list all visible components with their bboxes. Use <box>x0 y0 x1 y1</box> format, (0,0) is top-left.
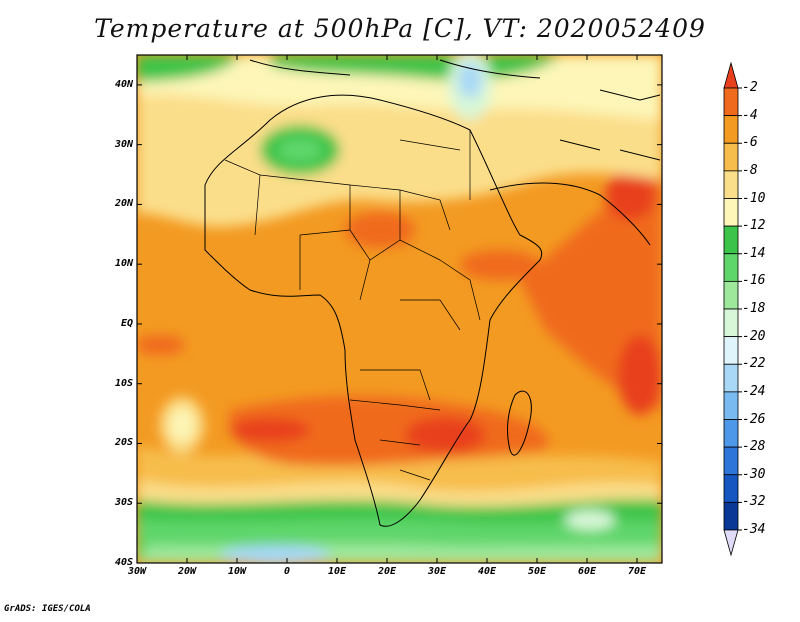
map-frame <box>136 54 663 564</box>
colorbar-box <box>723 170 739 199</box>
country-borders <box>224 130 481 481</box>
colorbar-label: -6 <box>742 135 758 151</box>
colorbar-label: -16 <box>742 273 766 289</box>
colorbar-box <box>723 419 739 448</box>
colorbar-box <box>723 501 739 531</box>
lat-label: 30S <box>114 497 133 509</box>
colorbar-box <box>723 336 739 365</box>
colorbar-label: -30 <box>742 466 766 482</box>
colorbar-box <box>723 142 739 172</box>
lon-label: 20W <box>177 566 197 577</box>
colorbar-label: -22 <box>742 356 766 372</box>
coastlines <box>204 59 661 527</box>
colorbar-box <box>723 87 739 117</box>
colorbar-label: -24 <box>742 383 766 399</box>
lon-label: 10E <box>327 566 347 577</box>
colorbar-label: -26 <box>742 411 766 427</box>
colorbar-box <box>723 308 739 338</box>
colorbar-box <box>723 280 739 310</box>
lat-label: 20N <box>114 198 133 210</box>
grads-credit: GrADS: IGES/COLA <box>4 604 91 614</box>
lat-label: 40S <box>114 557 133 568</box>
colorbar-label: -14 <box>742 245 766 261</box>
lon-label: 60E <box>577 566 597 577</box>
colorbar-box <box>723 115 739 144</box>
map-title: Temperature at 500hPa [C], VT: 202005240… <box>94 14 706 43</box>
lon-label: 30E <box>427 566 447 577</box>
colorbar-label: -2 <box>742 80 758 95</box>
colorbar-box <box>723 198 739 227</box>
colorbar-label: -18 <box>742 301 766 316</box>
colorbar-label: -12 <box>742 218 766 234</box>
lon-label: 0 <box>283 566 291 577</box>
lat-label: 40N <box>114 78 133 90</box>
colorbar-label: -34 <box>742 522 766 537</box>
colorbar-bottom-arrow <box>723 529 739 557</box>
lon-label: 20E <box>377 566 397 577</box>
colorbar-label: -4 <box>742 107 758 123</box>
colorbar-box <box>723 253 739 282</box>
lat-label: 10S <box>114 377 133 389</box>
lat-label: EQ <box>120 317 133 329</box>
colorbar-box <box>723 225 739 255</box>
colorbar-label: -20 <box>742 328 766 344</box>
lon-label: 30W <box>127 566 147 577</box>
colorbar-top-arrow <box>723 61 739 89</box>
colorbar-box <box>723 446 739 476</box>
colorbar-box <box>723 474 739 503</box>
colorbar-box <box>723 363 739 393</box>
colorbar-label: -10 <box>742 190 766 206</box>
colorbar-label: -32 <box>742 494 766 510</box>
lon-label: 50E <box>527 566 547 577</box>
lon-label: 40E <box>477 566 497 577</box>
colorbar <box>723 61 742 557</box>
lat-label: 20S <box>114 437 133 449</box>
colorbar-label: -28 <box>742 439 766 455</box>
temperature-field <box>137 55 662 563</box>
lat-label: 10N <box>114 258 133 270</box>
lon-label: 70E <box>627 566 647 577</box>
colorbar-label: -8 <box>742 162 758 178</box>
lon-label: 10W <box>227 566 247 577</box>
lat-label: 30N <box>114 138 133 150</box>
colorbar-box <box>723 391 739 420</box>
